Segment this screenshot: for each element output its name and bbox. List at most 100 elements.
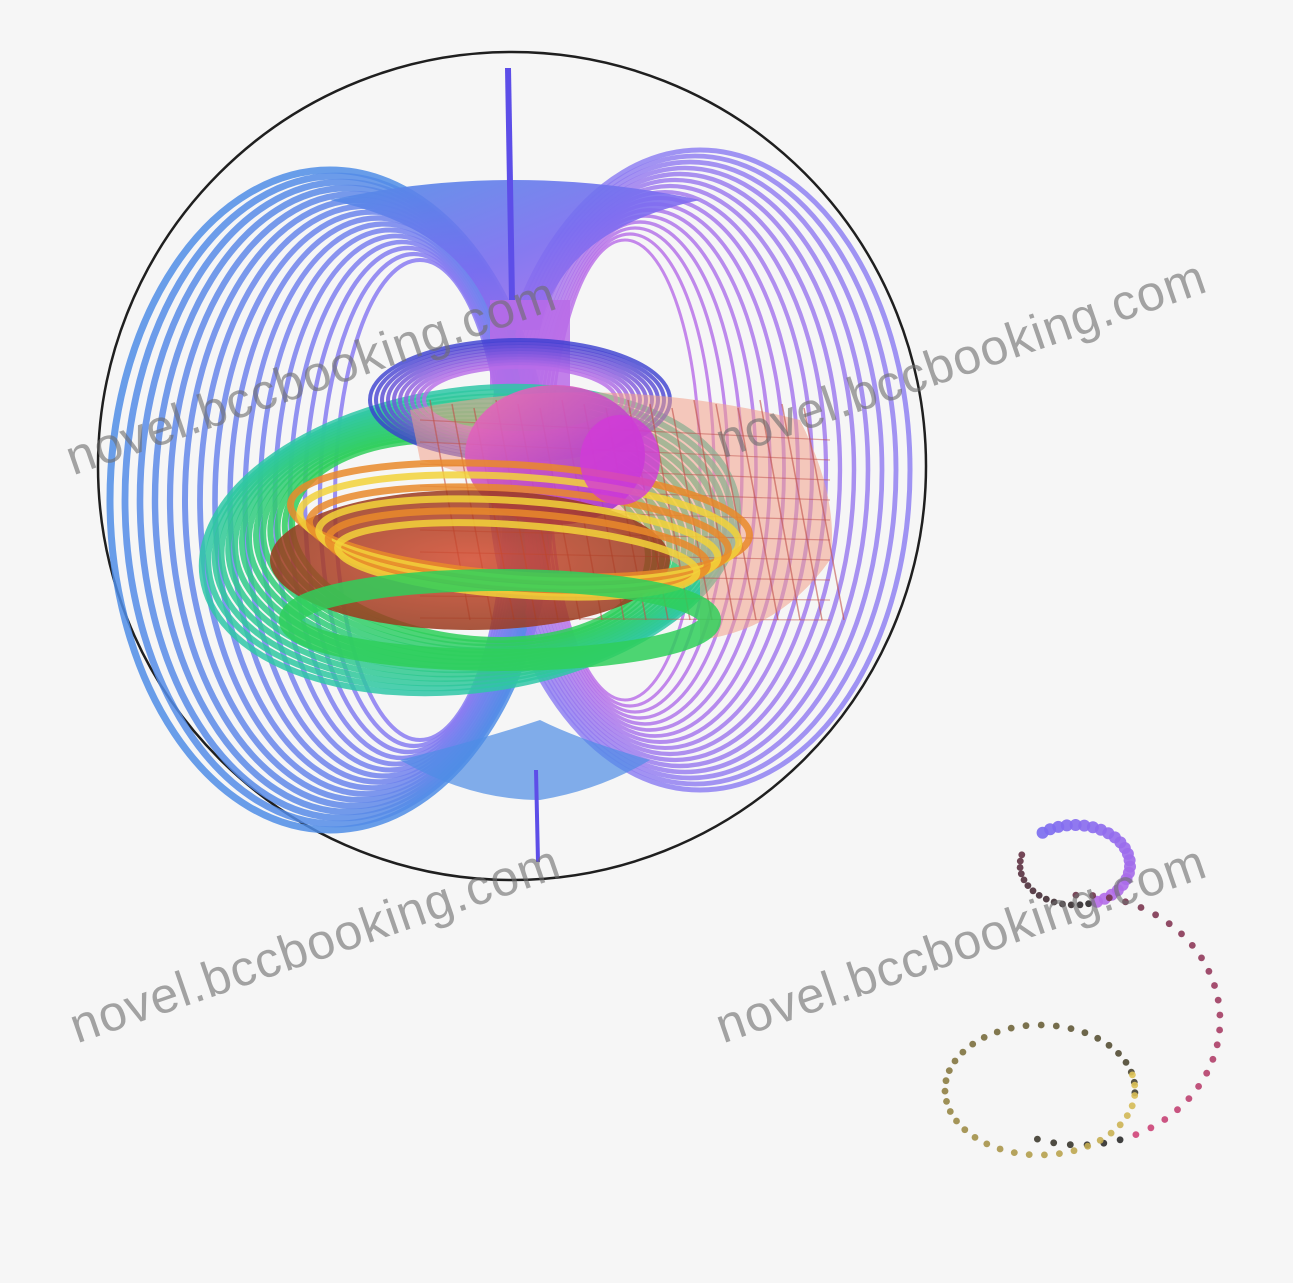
spiral-dot	[971, 1134, 979, 1141]
spiral-dot	[1050, 1139, 1058, 1147]
spiral-dot	[1116, 1136, 1124, 1144]
spiral-dot	[1085, 900, 1092, 908]
spiral-dot	[1069, 819, 1082, 831]
spiral-dot	[1128, 1102, 1136, 1110]
dotted-spiral-trajectory	[941, 819, 1224, 1159]
spiral-dot	[1020, 876, 1028, 884]
spiral-dot	[1161, 1116, 1169, 1123]
spiral-dot	[1042, 895, 1050, 903]
core-band-green	[279, 569, 721, 671]
spiral-dot	[1018, 851, 1026, 859]
spiral-dot	[1195, 1083, 1202, 1090]
spiral-dot	[1123, 1112, 1131, 1119]
spiral-dot	[1132, 1131, 1140, 1138]
spiral-dot	[1209, 1055, 1217, 1063]
spiral-dot	[1188, 942, 1196, 949]
spiral-dot	[1203, 1069, 1211, 1077]
spiral-dot	[1067, 901, 1075, 909]
spiral-dot	[1165, 920, 1173, 928]
spiral-dot	[959, 1048, 967, 1056]
spiral-dot	[961, 1126, 969, 1134]
spiral-dot	[1025, 1151, 1033, 1158]
spiral-dot	[943, 1098, 950, 1105]
spiral-dot	[1178, 930, 1185, 938]
spiral-dot	[1214, 996, 1222, 1004]
axis-top	[505, 67, 515, 301]
spiral-dot	[1037, 1021, 1045, 1029]
core-band	[334, 519, 701, 601]
spiral-dot	[1029, 887, 1037, 895]
spiral-dot	[1010, 1149, 1018, 1156]
spiral-dot	[942, 1077, 950, 1085]
spiral-dot	[1041, 1151, 1048, 1159]
spiral-dot	[1034, 1135, 1041, 1143]
spiral-dot	[951, 1057, 959, 1065]
spiral-dot	[1007, 1024, 1015, 1032]
spiral-dot	[1084, 1142, 1092, 1150]
spiral-dot	[1081, 1029, 1089, 1037]
axis-bottom	[534, 769, 540, 863]
spiral-dot	[1066, 1141, 1074, 1149]
core-bands	[270, 385, 753, 671]
spiral-dot	[996, 1145, 1004, 1153]
spiral-dot	[1147, 1124, 1155, 1132]
spiral-dot	[1131, 1092, 1139, 1099]
spiral-dot	[1016, 864, 1024, 871]
spiral-dot	[1129, 1071, 1136, 1079]
spiral-dot	[1052, 1022, 1060, 1030]
spiral-dot	[1072, 891, 1080, 899]
spiral-dot	[1060, 819, 1073, 832]
spiral-dot	[953, 1117, 960, 1125]
spiral-dot	[1096, 1136, 1104, 1144]
spiral-dot	[1089, 892, 1097, 899]
spiral-dot	[1131, 1081, 1139, 1089]
spiral-dot	[1059, 900, 1066, 908]
spiral-dot	[1216, 1011, 1224, 1019]
spiral-dot	[1094, 1034, 1102, 1042]
spiral-dot	[1067, 1025, 1075, 1032]
spiral-dot	[941, 1087, 949, 1095]
spiral-dot	[1016, 857, 1024, 865]
spiral-dot	[1091, 895, 1103, 908]
spiral-dot	[1056, 1150, 1063, 1157]
spiral-dot	[1213, 1041, 1221, 1049]
spiral-dot	[1076, 901, 1084, 909]
mesh-line	[671, 407, 713, 621]
spiral-dot	[1152, 911, 1159, 919]
sphere-group	[96, 50, 928, 882]
spiral-dot	[1105, 1041, 1113, 1049]
spiral-dot	[1050, 898, 1058, 906]
funnel-top	[330, 180, 700, 330]
funnel-bottom	[400, 720, 650, 800]
spiral-dot	[945, 1067, 953, 1074]
spiral-dot	[1022, 1022, 1030, 1030]
mesh-line	[803, 407, 845, 621]
spiral-dot	[1122, 898, 1129, 906]
spiral-dot	[1137, 904, 1145, 911]
spiral-dot	[1105, 894, 1113, 902]
spiral-dot	[1070, 1147, 1078, 1155]
spiral-dot	[969, 1040, 977, 1048]
spiral-dot	[1122, 1059, 1130, 1066]
spiral-dot	[1107, 1129, 1115, 1137]
spiral-dot	[946, 1108, 954, 1115]
sphere-outline	[96, 50, 928, 882]
spiral-dot	[1205, 967, 1213, 975]
spiral-dot	[1024, 882, 1032, 889]
spiral-dot	[1115, 1050, 1122, 1057]
core-magenta	[580, 415, 660, 505]
spiral-dot	[1035, 892, 1043, 899]
spiral-dot	[980, 1034, 988, 1041]
spiral-dot	[983, 1140, 991, 1148]
spiral-dot	[1116, 1121, 1124, 1129]
mesh-line	[781, 403, 823, 621]
spiral-dot	[1198, 954, 1205, 962]
spiral-dot	[1185, 1095, 1193, 1102]
mesh-line	[737, 407, 779, 621]
spiral-dot	[1017, 870, 1025, 878]
spiral-dot	[1211, 982, 1218, 989]
spiral-dot	[1216, 1026, 1223, 1034]
spiral-dot	[993, 1028, 1001, 1036]
